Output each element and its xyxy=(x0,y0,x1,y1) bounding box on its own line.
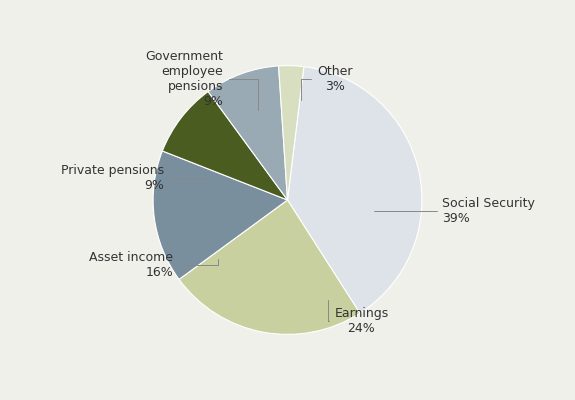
Wedge shape xyxy=(279,66,304,200)
Text: Government
employee
pensions
9%: Government employee pensions 9% xyxy=(145,50,258,110)
Wedge shape xyxy=(162,92,288,200)
Text: Other
3%: Other 3% xyxy=(301,65,352,100)
Text: Social Security
39%: Social Security 39% xyxy=(374,197,535,225)
Wedge shape xyxy=(153,151,288,279)
Wedge shape xyxy=(179,200,360,334)
Wedge shape xyxy=(288,67,422,313)
Wedge shape xyxy=(208,66,288,200)
Text: Earnings
24%: Earnings 24% xyxy=(328,300,389,335)
Text: Private pensions
9%: Private pensions 9% xyxy=(61,164,207,192)
Text: Asset income
16%: Asset income 16% xyxy=(89,250,217,278)
